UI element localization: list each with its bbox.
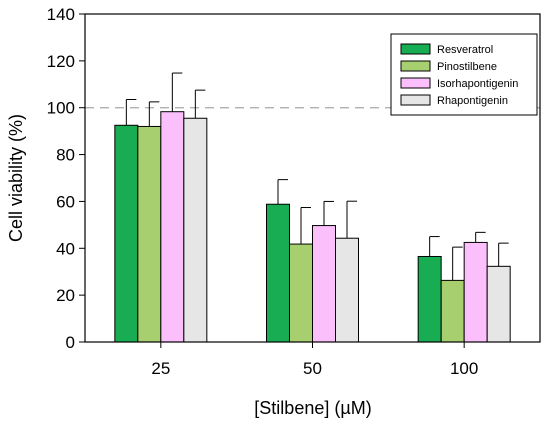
- legend-swatch-rhapontigenin: [400, 94, 431, 106]
- x-axis-title: [Stilbene] (µM): [254, 398, 371, 418]
- bar-isorhapontigenin-100: [463, 241, 488, 343]
- x-tick-label: 100: [450, 359, 478, 378]
- legend-swatch-pinostilbene: [400, 60, 431, 72]
- y-tick-label: 120: [47, 52, 75, 71]
- legend-label-resveratrol: Resveratrol: [437, 44, 493, 56]
- y-tick-label: 20: [56, 286, 75, 305]
- x-axis: 25 50 100: [151, 342, 478, 378]
- error-bars-group: [125, 72, 509, 281]
- bar-rhapontigenin-50: [335, 237, 359, 343]
- bar-rhapontigenin-100: [486, 265, 511, 343]
- y-axis: 0 20 40 60 80 100 120 140: [47, 5, 85, 352]
- y-tick-label: 80: [56, 146, 75, 165]
- y-tick-label: 60: [56, 192, 75, 211]
- bar-pinostilbene-50: [289, 243, 313, 343]
- y-tick-label: 0: [66, 333, 75, 352]
- legend: Resveratrol Pinostilbene Isorhapontigenin R…: [390, 33, 538, 116]
- legend-swatch-isorhapontigenin: [400, 77, 431, 89]
- x-tick-label: 50: [303, 359, 322, 378]
- bar-isorhapontigenin-25: [160, 111, 185, 343]
- legend-label-isorhapontigenin: Isorhapontigenin: [437, 78, 518, 90]
- bar-resveratrol-100: [417, 255, 442, 343]
- y-tick-label: 40: [56, 239, 75, 258]
- legend-label-pinostilbene: Pinostilbene: [437, 61, 497, 73]
- bar-resveratrol-50: [266, 203, 290, 343]
- bar-pinostilbene-25: [137, 125, 162, 343]
- x-tick-label: 25: [151, 359, 170, 378]
- legend-label-rhapontigenin: Rhapontigenin: [437, 95, 508, 107]
- y-axis-title: Cell viability (%): [6, 114, 26, 242]
- bar-isorhapontigenin-50: [312, 225, 336, 343]
- y-tick-label: 140: [47, 5, 75, 24]
- bars-group: [114, 111, 511, 343]
- bar-rhapontigenin-25: [183, 117, 208, 343]
- bar-resveratrol-25: [114, 124, 139, 343]
- y-tick-label: 100: [47, 99, 75, 118]
- bar-pinostilbene-100: [440, 279, 465, 343]
- legend-swatch-resveratrol: [400, 43, 431, 55]
